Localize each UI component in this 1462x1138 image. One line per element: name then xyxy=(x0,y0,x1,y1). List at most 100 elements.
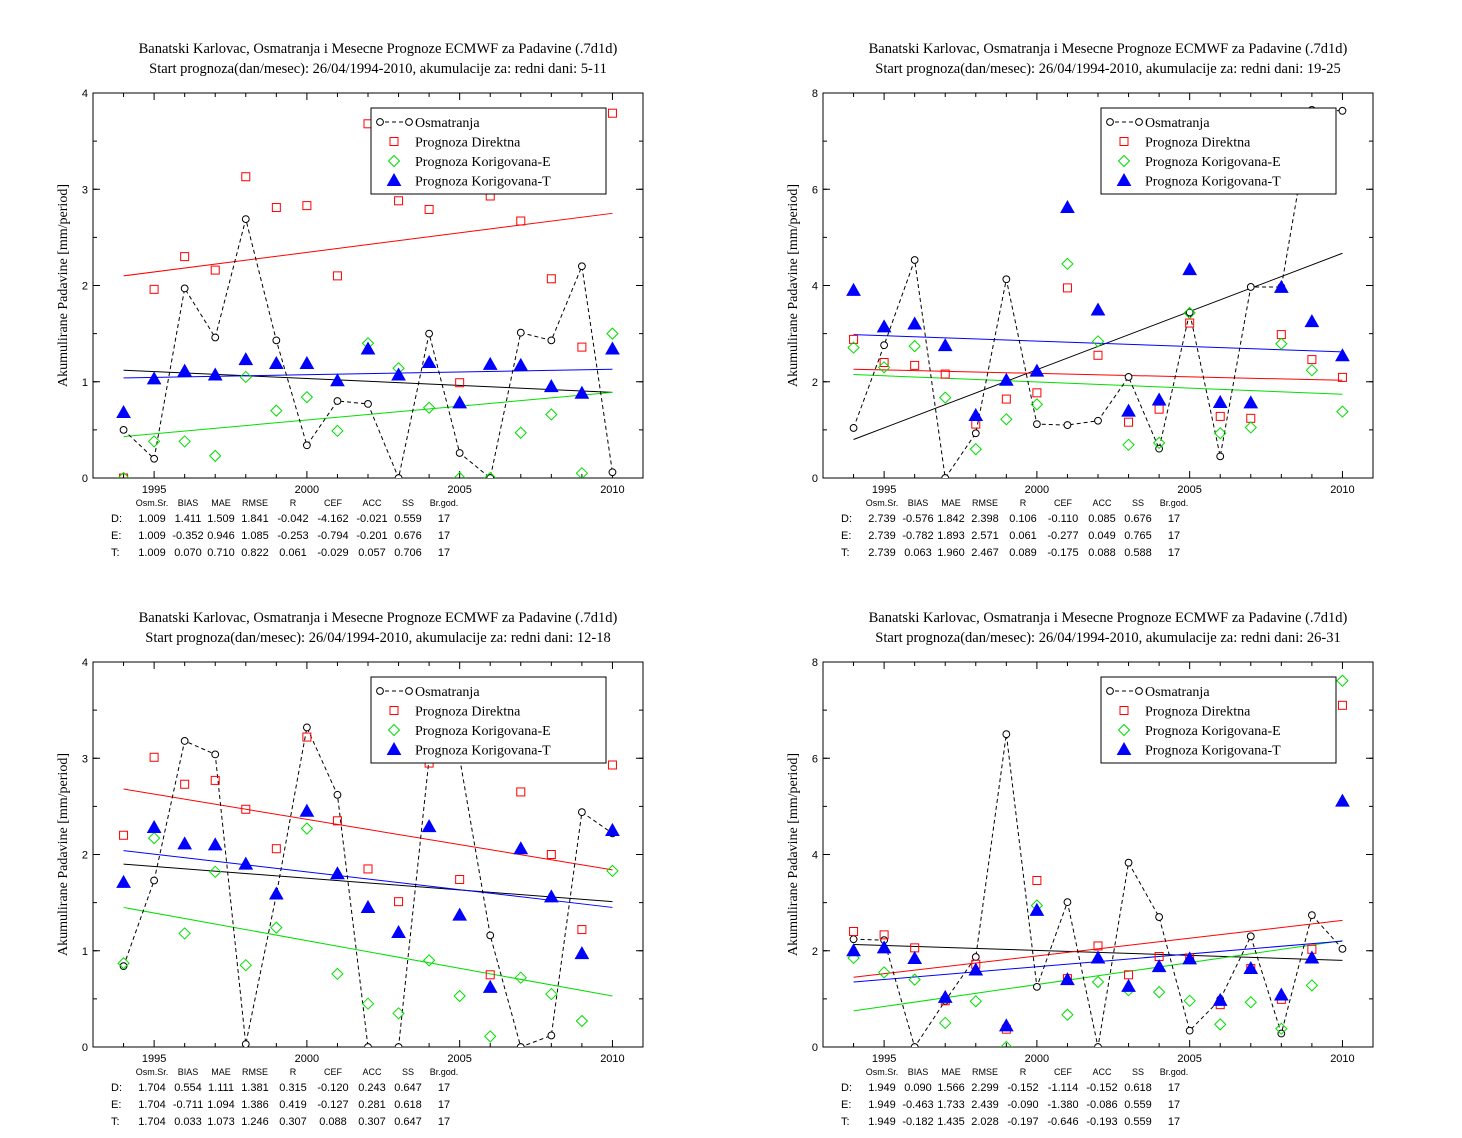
korigovana-t-point xyxy=(482,356,498,370)
stats-row-label: D: xyxy=(841,1082,852,1094)
stats-value: 0.281 xyxy=(358,1099,386,1111)
direktna-point xyxy=(210,775,220,785)
legend-label: Prognoza Korigovana-T xyxy=(1145,175,1281,190)
korigovana-e-point xyxy=(422,401,436,414)
stats-value: -0.021 xyxy=(356,513,387,525)
korigovana-t-point xyxy=(177,836,193,850)
direktna-point xyxy=(271,844,281,854)
x-tick-label: 2005 xyxy=(447,1053,471,1065)
korigovana-e-point xyxy=(422,954,436,967)
osmatranja-point xyxy=(119,962,128,971)
plot-area xyxy=(116,108,620,478)
korigovana-e-point xyxy=(877,966,891,979)
stats-value: -0.277 xyxy=(1047,530,1078,542)
korigovana-e-point xyxy=(1275,1022,1288,1035)
osmatranja-point xyxy=(376,687,384,695)
stats-value: 0.106 xyxy=(1009,513,1037,525)
korigovana-t-point xyxy=(207,367,223,381)
legend-label: Prognoza Korigovana-T xyxy=(415,175,551,190)
stats-value: 0.061 xyxy=(279,547,307,559)
korigovana-t-point xyxy=(268,886,284,900)
stats-value: 0.618 xyxy=(1124,1082,1152,1094)
direktna-point xyxy=(1337,700,1347,710)
korigovana-e-point xyxy=(361,997,375,1010)
stats-value: -0.352 xyxy=(172,530,203,542)
stats-value: 17 xyxy=(438,513,450,525)
stats-value: 0.559 xyxy=(1124,1099,1152,1111)
korigovana-t-point xyxy=(513,357,529,371)
korigovana-e-point xyxy=(1000,413,1013,426)
osmatranja-point xyxy=(1032,982,1041,991)
stats-value: 0.057 xyxy=(358,547,386,559)
osmatranja-point xyxy=(455,449,464,457)
korigovana-t-point xyxy=(1090,950,1106,964)
korigovana-e-point xyxy=(300,390,314,404)
chart-title: Banatski Karlovac, Osmatranja i Mesecne … xyxy=(139,610,618,626)
legend-label: Prognoza Korigovana-E xyxy=(415,155,551,170)
y-tick-label: 0 xyxy=(82,1042,88,1054)
korigovana-t-point xyxy=(846,943,861,957)
stats-value: -0.782 xyxy=(902,530,933,542)
korigovana-e-point xyxy=(1117,723,1131,737)
osmatranja-point xyxy=(1002,730,1011,739)
stats-value: -0.201 xyxy=(356,530,387,542)
osmatranja-point xyxy=(241,1040,250,1047)
legend-label: Prognoza Direktna xyxy=(415,705,521,720)
stats-header: Br.god. xyxy=(1160,1067,1189,1077)
korigovana-e-point xyxy=(178,435,191,448)
direktna-point xyxy=(149,752,159,762)
legend-label: Prognoza Direktna xyxy=(1145,705,1251,720)
korigovana-t-point xyxy=(452,907,468,921)
stats-value: -0.090 xyxy=(1007,1099,1038,1111)
direktna-point xyxy=(940,369,950,379)
korigovana-t-point xyxy=(998,1018,1014,1032)
stats-value: 1.949 xyxy=(868,1082,896,1094)
korigovana-t-point xyxy=(1304,314,1320,328)
stats-value: 0.706 xyxy=(394,547,422,559)
osmatranja-point xyxy=(1106,118,1114,126)
korigovana-t-point xyxy=(968,962,984,976)
y-tick-label: 0 xyxy=(812,1042,818,1054)
korigovana-e-point xyxy=(387,154,401,168)
korigovana_e-trend-line xyxy=(123,906,613,997)
korigovana-t-point xyxy=(386,741,402,755)
korigovana-t-point xyxy=(1151,392,1167,406)
stats-value: 1.009 xyxy=(138,547,166,559)
stats-value: 2.739 xyxy=(868,547,896,559)
stats-value: 1.435 xyxy=(937,1116,965,1128)
korigovana-t-point xyxy=(116,874,131,888)
y-tick-label: 2 xyxy=(812,377,818,389)
stats-value: 2.739 xyxy=(868,530,896,542)
osmatranja-point xyxy=(971,429,980,438)
korigovana-t-point xyxy=(574,385,590,399)
korigovana-t-point xyxy=(907,950,923,964)
korigovana-t-point xyxy=(1273,279,1289,293)
y-tick-label: 8 xyxy=(812,657,818,669)
direktna-point xyxy=(363,864,373,874)
osmatranja-point xyxy=(1106,687,1114,695)
stats-value: -0.463 xyxy=(902,1099,933,1111)
direktna-point xyxy=(1119,706,1129,715)
y-tick-label: 2 xyxy=(82,281,88,293)
korigovana-t-point xyxy=(238,352,254,366)
osmatranja-point xyxy=(577,262,586,271)
x-tick-label: 2005 xyxy=(1177,484,1201,496)
stats-header: Br.god. xyxy=(1160,498,1189,508)
direktna-point xyxy=(1276,330,1286,340)
stats-value: 0.088 xyxy=(1088,547,1116,559)
stats-value: 0.647 xyxy=(394,1082,422,1094)
direktna-point xyxy=(394,897,404,907)
direktna-point xyxy=(424,204,434,214)
stats-value: -0.197 xyxy=(1007,1116,1038,1128)
osmatranja-point xyxy=(1246,932,1255,941)
direktna-point xyxy=(389,706,399,715)
direktna-point xyxy=(485,970,495,980)
stats-header: MAE xyxy=(211,1067,231,1077)
direktna-point xyxy=(332,816,342,826)
x-tick-label: 2005 xyxy=(447,484,471,496)
stats-header: SS xyxy=(402,498,414,508)
stats-value: 1.111 xyxy=(208,1082,234,1094)
stats-value: 1.009 xyxy=(138,530,166,542)
korigovana-e-point xyxy=(969,995,982,1008)
korigovana-e-point xyxy=(300,822,314,835)
